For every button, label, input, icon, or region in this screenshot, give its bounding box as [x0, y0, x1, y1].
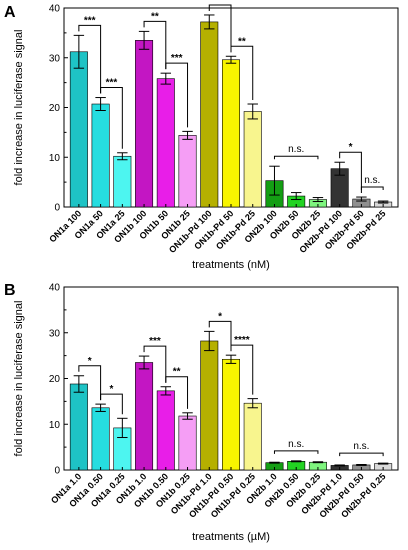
- panel-a-bar: [222, 59, 240, 208]
- panel-a-y-tick-label: 0: [54, 203, 60, 214]
- panel-a-bar: [200, 21, 219, 208]
- panel-a-significance-bracket: [165, 62, 189, 128]
- panel-b-significance-label: *: [218, 311, 222, 322]
- panel-a-significance-label: n.s.: [364, 175, 380, 186]
- panel-a-x-axis-label: treatments (nM): [192, 259, 270, 271]
- panel-b-bar: [243, 402, 262, 471]
- panel-b-bar: [91, 407, 110, 471]
- panel-b: B fold increase in luciferase signal tre…: [4, 282, 399, 543]
- panel-a-significance-bracket: [230, 45, 254, 101]
- panel-b-significance-bracket: [230, 344, 254, 395]
- panel-a-letter: A: [4, 4, 16, 21]
- panel-b-x-axis-label: treatments (µM): [192, 531, 270, 543]
- panel-a-significance-label: *: [218, 0, 222, 6]
- panel-a-significance-label: **: [238, 36, 246, 47]
- panel-b-y-tick-label: 20: [49, 374, 61, 385]
- panel-b-significance-bracket: [208, 320, 232, 352]
- panel-b-y-tick-label: 0: [54, 466, 60, 477]
- panel-b-y-tick-label: 40: [49, 283, 61, 294]
- panel-a-bar: [135, 40, 154, 208]
- panel-b-bar: [156, 390, 175, 471]
- panel-a-y-tick-label: 40: [49, 4, 61, 15]
- panel-a-bar: [178, 135, 197, 208]
- panel-a-y-tick-label: 20: [49, 103, 61, 114]
- panel-a-significance-label: *: [349, 142, 353, 153]
- panel-b-letter: B: [4, 282, 16, 299]
- panel-b-significance-label: n.s.: [353, 441, 369, 452]
- panel-b-significance-label: **: [173, 367, 181, 378]
- panel-b-significance-bracket: [78, 365, 102, 401]
- panel-a-significance-bracket: [273, 155, 319, 160]
- panel-a-significance-bracket: [100, 87, 123, 149]
- panel-b-y-tick-label: 30: [49, 328, 61, 339]
- panel-a-y-tick-label: 30: [49, 53, 61, 64]
- panel-b-y-axis-label: fold increase in luciferase signal: [13, 301, 25, 457]
- panel-b-significance-bracket: [143, 345, 167, 383]
- panel-a-significance-bracket: [339, 151, 362, 194]
- panel-a-bar: [91, 103, 110, 208]
- panel-b-significance-bracket: [339, 452, 384, 457]
- panel-b-significance-bracket: [100, 393, 123, 415]
- panel-a-significance-bracket: [143, 20, 167, 70]
- panel-a-y-axis-label: fold increase in luciferase signal: [13, 30, 25, 186]
- panel-a-bar: [243, 111, 262, 208]
- panel-a-y-tick-label: 10: [49, 153, 61, 164]
- panel-b-significance-label: ****: [234, 335, 250, 346]
- panel-a-significance-label: ***: [84, 15, 96, 26]
- panel-b-significance-label: *: [110, 384, 114, 395]
- panel-a-significance-bracket: [78, 24, 102, 94]
- panel-a-significance-label: ***: [106, 78, 118, 89]
- panel-a-significance-bracket: [360, 186, 384, 191]
- panel-a-significance-label: ***: [171, 53, 183, 64]
- panel-b-significance-label: n.s.: [288, 439, 304, 450]
- panel-b-significance-bracket: [273, 450, 319, 454]
- panel-b-y-tick-label: 10: [49, 420, 61, 431]
- panel-a-significance-bracket: [208, 4, 232, 53]
- panel-b-bar: [135, 362, 154, 471]
- panel-a-bar: [69, 51, 88, 208]
- panel-a-significance-label: n.s.: [288, 144, 304, 155]
- panel-a-significance-label: **: [151, 11, 159, 22]
- panel-b-bar: [178, 415, 197, 471]
- panel-b-bar: [222, 358, 240, 471]
- panel-b-bar: [200, 340, 219, 471]
- panel-b-significance-label: ***: [149, 336, 161, 347]
- panel-a-bar: [113, 155, 132, 208]
- panel-b-significance-label: *: [88, 356, 92, 367]
- panel-a-bar: [156, 78, 175, 208]
- panel-b-significance-bracket: [165, 376, 189, 409]
- panel-b-bar: [69, 383, 88, 471]
- panel-a: A fold increase in luciferase signal tre…: [4, 0, 399, 271]
